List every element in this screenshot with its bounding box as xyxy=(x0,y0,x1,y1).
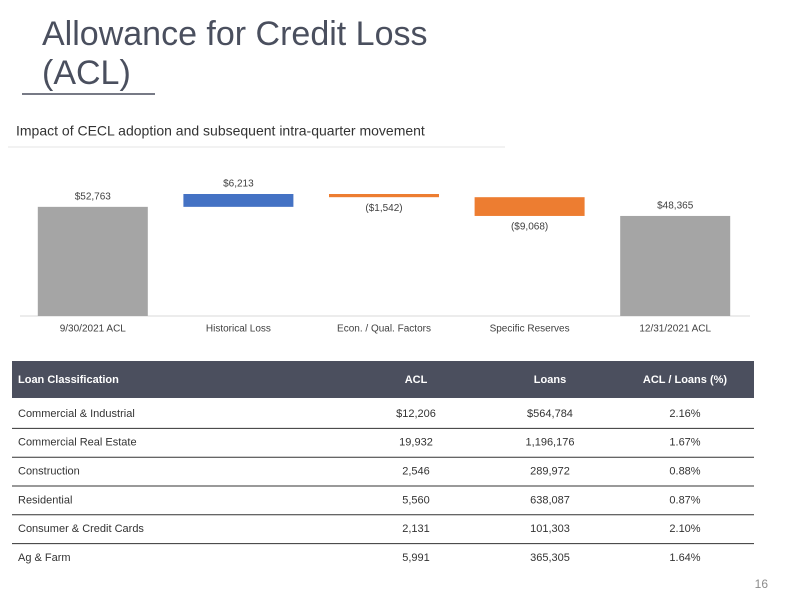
category-label: Specific Reserves xyxy=(490,324,570,335)
page-number: 16 xyxy=(755,577,769,591)
category-label: 12/31/2021 ACL xyxy=(639,324,711,335)
bar xyxy=(183,194,294,207)
category-label: Econ. / Qual. Factors xyxy=(337,324,431,335)
value-label: $6,213 xyxy=(223,179,254,190)
value-label: ($9,068) xyxy=(511,222,548,233)
table-cell: 0.88% xyxy=(669,466,700,478)
table-cell: Commercial & Industrial xyxy=(18,408,135,420)
table-cell: 2.16% xyxy=(669,408,700,420)
value-label: $48,365 xyxy=(657,201,694,212)
subtitle: Impact of CECL adoption and subsequent i… xyxy=(16,123,425,139)
table-cell: 365,305 xyxy=(530,552,570,564)
bar xyxy=(329,194,439,198)
table-cell: 1,196,176 xyxy=(526,437,575,449)
table-cell: 289,972 xyxy=(530,466,570,478)
bar xyxy=(37,206,148,316)
table-cell: 1.67% xyxy=(669,437,700,449)
table-cell: Consumer & Credit Cards xyxy=(18,523,144,535)
title-line: Allowance for Credit Loss xyxy=(42,15,428,53)
table-cell: 101,303 xyxy=(530,523,570,535)
table-cell: 638,087 xyxy=(530,494,570,506)
table-cell: $12,206 xyxy=(396,408,436,420)
table-cell: Residential xyxy=(18,494,72,506)
title-line: (ACL) xyxy=(42,54,131,92)
category-label: Historical Loss xyxy=(206,324,271,335)
bar xyxy=(474,197,585,216)
table-cell: $564,784 xyxy=(527,408,573,420)
table-cell: 2.10% xyxy=(669,523,700,535)
table-cell: 0.87% xyxy=(669,494,700,506)
table-cell: Commercial Real Estate xyxy=(18,437,137,449)
table-header xyxy=(12,361,754,398)
table-header-cell: ACL / Loans (%) xyxy=(643,374,727,386)
table-cell: 19,932 xyxy=(399,437,433,449)
value-label: ($1,542) xyxy=(365,203,402,214)
category-label: 9/30/2021 ACL xyxy=(60,324,127,335)
table-header-cell: ACL xyxy=(405,374,428,386)
table-cell: 2,131 xyxy=(402,523,430,535)
bar xyxy=(620,215,731,316)
table-header-cell: Loan Classification xyxy=(18,374,119,386)
table-cell: 5,991 xyxy=(402,552,430,564)
value-label: $52,763 xyxy=(75,191,112,202)
table-cell: Ag & Farm xyxy=(18,552,71,564)
table-cell: Construction xyxy=(18,466,80,478)
table-header-cell: Loans xyxy=(534,374,566,386)
table-cell: 1.64% xyxy=(669,552,700,564)
table-cell: 5,560 xyxy=(402,494,430,506)
table-cell: 2,546 xyxy=(402,466,430,478)
